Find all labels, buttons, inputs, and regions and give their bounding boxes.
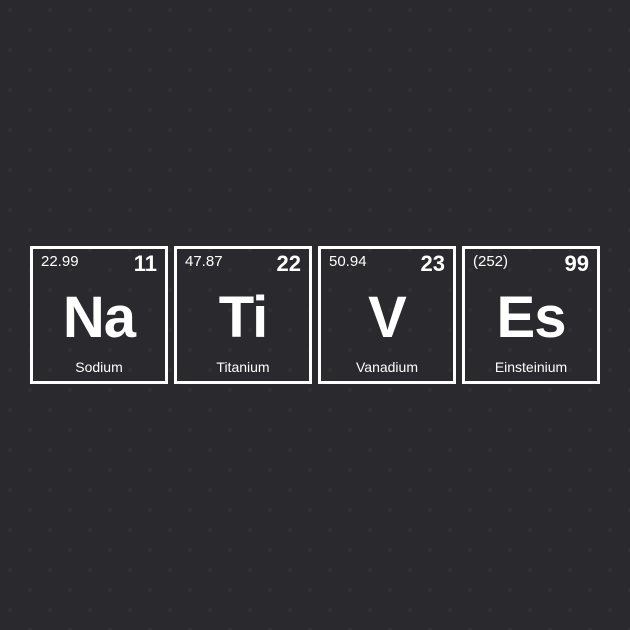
atomic-number: 22	[277, 251, 301, 277]
element-tile: 47.87 22 Ti Titanium	[174, 246, 312, 384]
element-symbol: V	[368, 289, 406, 347]
atomic-number: 11	[134, 251, 157, 277]
element-tile: (252) 99 Es Einsteinium	[462, 246, 600, 384]
atomic-mass: 47.87	[185, 253, 223, 270]
atomic-number: 23	[421, 251, 445, 277]
element-name: Einsteinium	[465, 359, 597, 375]
atomic-mass: 22.99	[41, 253, 79, 270]
element-tile: 22.99 11 Na Sodium	[30, 246, 168, 384]
atomic-mass: 50.94	[329, 253, 367, 270]
element-name: Titanium	[177, 359, 309, 375]
atomic-mass: (252)	[473, 253, 508, 270]
element-symbol: Ti	[219, 289, 268, 347]
element-symbol: Na	[63, 289, 135, 347]
element-symbol: Es	[497, 289, 566, 347]
element-name: Sodium	[33, 359, 165, 375]
element-tile: 50.94 23 V Vanadium	[318, 246, 456, 384]
element-name: Vanadium	[321, 359, 453, 375]
atomic-number: 99	[565, 251, 589, 277]
element-row: 22.99 11 Na Sodium 47.87 22 Ti Titanium …	[30, 246, 600, 384]
